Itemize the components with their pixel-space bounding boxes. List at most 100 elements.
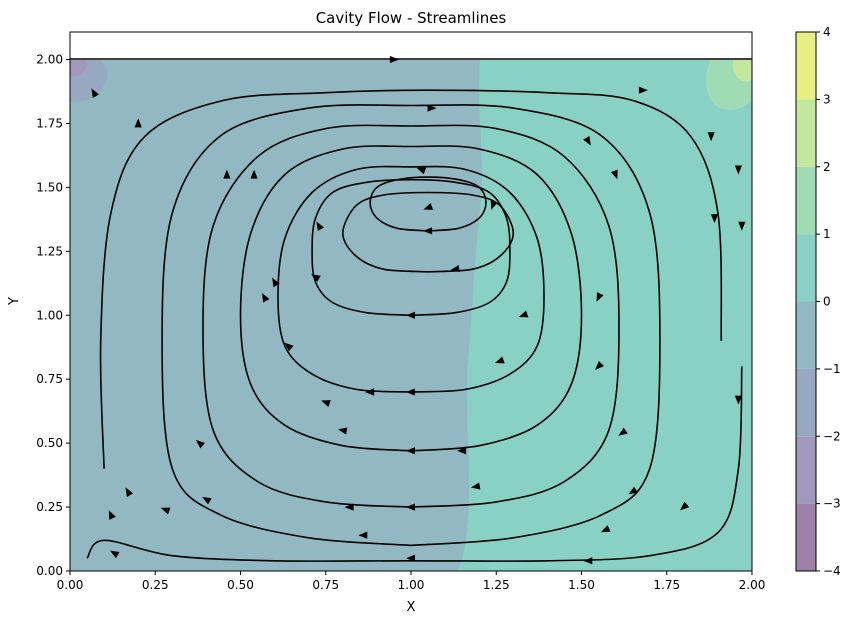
streamline-0 — [161, 104, 661, 547]
streamline-arrow-45 — [457, 447, 467, 455]
y-axis-ticks: 0.00 0.25 0.50 0.75 1.00 1.25 1.50 1.75 2.00 — [36, 53, 70, 578]
streamline-arrow-25 — [261, 292, 270, 303]
colorbar: −4 −3 −2 −1 0 1 2 3 4 — [795, 25, 841, 578]
y-tick-label: 0.50 — [36, 436, 63, 450]
streamlines — [86, 89, 743, 562]
lid-band — [70, 32, 752, 60]
y-tick-label: 0.75 — [36, 372, 63, 386]
streamline-arrow-28 — [337, 427, 348, 435]
streamline-5 — [341, 191, 515, 273]
streamline-arrow-35 — [628, 486, 638, 495]
streamline-arrow-21 — [108, 510, 116, 520]
streamline-arrow-32 — [596, 292, 604, 302]
colorbar-tick-label: 4 — [823, 25, 831, 39]
streamline-arrow-18 — [202, 496, 212, 505]
contour-fill-top-right-2 — [732, 60, 752, 82]
streamline-arrow-43 — [495, 356, 505, 364]
streamline-arrow-50 — [470, 482, 481, 490]
streamline-arrow-7 — [734, 395, 743, 405]
streamline-arrow-38 — [583, 136, 591, 146]
streamline-4 — [311, 178, 511, 317]
y-tick-label: 1.25 — [36, 244, 63, 258]
chart-title: Cavity Flow - Streamlines — [316, 9, 507, 27]
colorbar-tick-label: 3 — [823, 92, 831, 106]
streamline-arrow-40 — [490, 200, 498, 210]
x-tick-label: 0.75 — [312, 578, 339, 592]
colorbar-tick-label: 1 — [823, 227, 831, 241]
contour-fill-top-left-2 — [70, 60, 88, 77]
streamline-arrow-5 — [734, 165, 743, 175]
x-tick-label: 0.25 — [142, 578, 169, 592]
streamline-arrow-31 — [311, 274, 321, 283]
x-tick-label: 1.25 — [483, 578, 510, 592]
streamline-arrow-14 — [406, 503, 415, 511]
streamline-arrow-16 — [109, 550, 120, 559]
y-tick-label: 0.00 — [36, 564, 63, 578]
colorbar-band — [796, 301, 816, 369]
streamline-arrow-17 — [160, 507, 171, 515]
streamline-arrow-9 — [416, 167, 427, 175]
y-tick-label: 1.50 — [36, 180, 63, 194]
colorbar-band — [796, 32, 816, 100]
colorbar-tick-label: 2 — [823, 160, 831, 174]
streamline-arrow-2 — [638, 86, 648, 94]
streamline-1 — [202, 124, 620, 508]
streamline-arrow-23 — [223, 169, 231, 179]
streamline-arrow-20 — [125, 487, 134, 497]
streamline-arrow-39 — [610, 169, 618, 180]
streamline-arrow-42 — [518, 310, 529, 318]
streamline-arrow-12 — [406, 388, 415, 396]
colorbar-tick-label: −1 — [823, 362, 841, 376]
y-axis-label: Y — [7, 297, 22, 306]
streamline-3 — [277, 165, 545, 393]
streamline-arrow-3 — [707, 132, 715, 142]
x-tick-label: 0.00 — [57, 578, 84, 592]
x-tick-label: 1.75 — [653, 578, 680, 592]
colorbar-band — [796, 166, 816, 235]
colorbar-band — [796, 436, 816, 504]
streamline-arrow-49 — [91, 88, 100, 98]
plot-area — [70, 32, 752, 571]
colorbar-tick-label: −3 — [823, 497, 841, 511]
streamline-arrow-13 — [406, 447, 415, 455]
streamline-arrow-41 — [450, 264, 460, 273]
streamline-2 — [239, 145, 583, 452]
x-tick-label: 2.00 — [739, 578, 766, 592]
streamline-arrow-46 — [344, 503, 354, 511]
streamline-arrow-19 — [195, 439, 205, 449]
streamline-arrow-26 — [284, 342, 294, 352]
streamline-arrow-15 — [406, 554, 415, 562]
streamline-arrow-47 — [358, 531, 368, 539]
y-tick-label: 0.25 — [36, 500, 63, 514]
x-axis-label: X — [407, 600, 416, 615]
streamline-arrow-30 — [272, 277, 280, 288]
colorbar-tick-label: 0 — [823, 295, 831, 309]
streamline-arrow-37 — [679, 501, 690, 511]
colorbar-tick-label: −4 — [823, 564, 841, 578]
colorbar-band — [796, 99, 816, 167]
streamline-arrow-8 — [423, 227, 433, 235]
streamline-arrows — [91, 55, 746, 565]
streamline-arrow-36 — [600, 525, 611, 533]
x-axis-ticks: 0.00 0.25 0.50 0.75 1.00 1.25 1.50 1.75 2.00 — [57, 571, 766, 592]
y-tick-label: 2.00 — [36, 53, 63, 67]
streamline-arrow-22 — [134, 118, 142, 128]
streamline-8 — [86, 366, 743, 562]
streamline-arrow-27 — [321, 400, 331, 407]
contour-fill-positive — [458, 60, 752, 571]
streamline-arrow-29 — [316, 221, 325, 231]
colorbar-tick-label: −2 — [823, 429, 841, 443]
colorbar-band — [796, 368, 816, 437]
streamline-6 — [369, 176, 487, 232]
streamline-arrow-10 — [423, 203, 434, 210]
streamline-arrow-51 — [365, 388, 375, 396]
streamline-arrow-48 — [583, 557, 593, 565]
streamline-arrow-34 — [618, 427, 628, 436]
streamline-arrow-33 — [595, 361, 604, 370]
streamline-arrow-6 — [738, 221, 746, 231]
streamline-7 — [99, 89, 723, 469]
x-tick-label: 0.50 — [227, 578, 254, 592]
y-tick-label: 1.00 — [36, 308, 63, 322]
streamline-arrow-11 — [406, 311, 415, 319]
